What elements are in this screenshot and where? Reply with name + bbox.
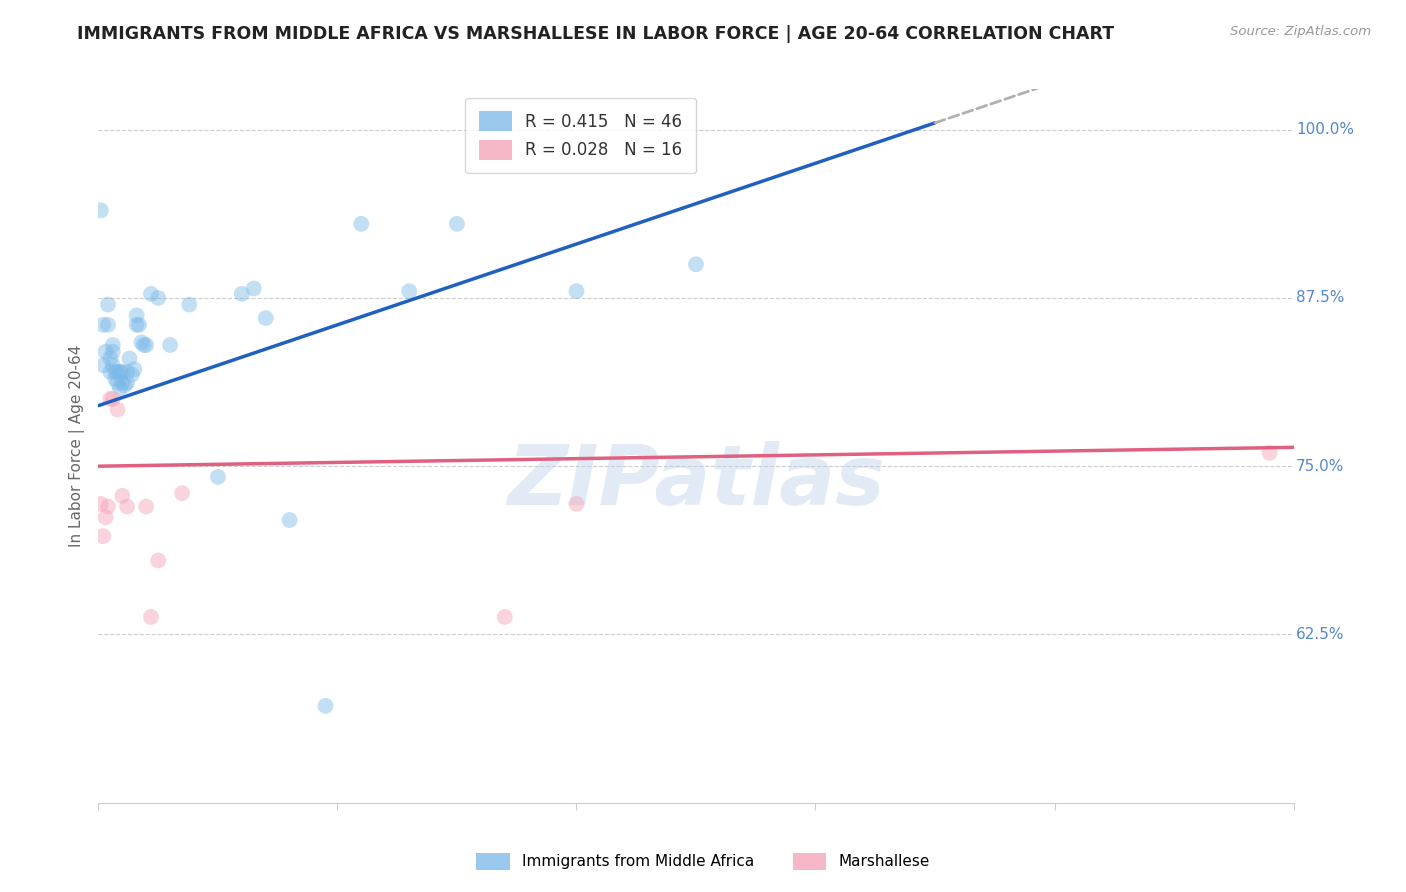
Point <box>132 338 155 352</box>
Point <box>315 698 337 713</box>
Point <box>107 376 129 390</box>
Point <box>115 376 138 390</box>
Point <box>91 318 114 332</box>
Point <box>135 500 157 514</box>
Point <box>128 318 150 332</box>
Point <box>90 497 112 511</box>
Point <box>101 338 124 352</box>
Point <box>90 203 112 218</box>
Point <box>97 318 120 332</box>
Point <box>115 500 138 514</box>
Point <box>685 257 707 271</box>
Point <box>172 486 194 500</box>
Point <box>179 298 201 312</box>
Point <box>98 351 122 366</box>
Point <box>350 217 373 231</box>
Point <box>115 365 138 379</box>
Text: Source: ZipAtlas.com: Source: ZipAtlas.com <box>1230 25 1371 38</box>
Point <box>121 368 143 382</box>
Text: 62.5%: 62.5% <box>1296 627 1344 642</box>
Point <box>139 610 162 624</box>
Point <box>131 335 153 350</box>
Point <box>243 281 266 295</box>
Point <box>254 311 277 326</box>
Point <box>398 284 420 298</box>
Point <box>494 610 516 624</box>
Point <box>118 351 141 366</box>
Point <box>111 376 134 390</box>
Text: 75.0%: 75.0% <box>1296 458 1344 474</box>
Point <box>101 358 124 372</box>
Point <box>1258 446 1281 460</box>
Point <box>98 365 122 379</box>
Point <box>104 365 127 379</box>
Text: IMMIGRANTS FROM MIDDLE AFRICA VS MARSHALLESE IN LABOR FORCE | AGE 20-64 CORRELAT: IMMIGRANTS FROM MIDDLE AFRICA VS MARSHAL… <box>77 25 1115 43</box>
Point <box>446 217 468 231</box>
Point <box>565 497 588 511</box>
Point <box>139 286 162 301</box>
Legend: Immigrants from Middle Africa, Marshallese: Immigrants from Middle Africa, Marshalle… <box>468 846 938 877</box>
Point <box>231 286 253 301</box>
Point <box>124 362 146 376</box>
Y-axis label: In Labor Force | Age 20-64: In Labor Force | Age 20-64 <box>69 345 84 547</box>
Text: 87.5%: 87.5% <box>1296 291 1344 305</box>
Text: ZIPatlas: ZIPatlas <box>508 442 884 522</box>
Point <box>125 309 148 323</box>
Point <box>108 365 131 379</box>
Point <box>94 510 117 524</box>
Point <box>111 489 134 503</box>
Point <box>107 402 129 417</box>
Point <box>107 365 129 379</box>
Point <box>98 392 122 406</box>
Point <box>101 392 124 406</box>
Point <box>114 378 136 392</box>
Point <box>565 284 588 298</box>
Text: 100.0%: 100.0% <box>1296 122 1354 137</box>
Point <box>125 318 148 332</box>
Point <box>94 344 117 359</box>
Point <box>135 338 157 352</box>
Legend: R = 0.415   N = 46, R = 0.028   N = 16: R = 0.415 N = 46, R = 0.028 N = 16 <box>465 97 696 173</box>
Point <box>91 358 114 372</box>
Point <box>207 470 229 484</box>
Point <box>159 338 181 352</box>
Point <box>111 365 134 379</box>
Point <box>101 344 124 359</box>
Point <box>97 500 120 514</box>
Point <box>91 529 114 543</box>
Point <box>108 381 131 395</box>
Point <box>148 553 170 567</box>
Point <box>97 298 120 312</box>
Point <box>104 372 127 386</box>
Point <box>278 513 301 527</box>
Point <box>148 291 170 305</box>
